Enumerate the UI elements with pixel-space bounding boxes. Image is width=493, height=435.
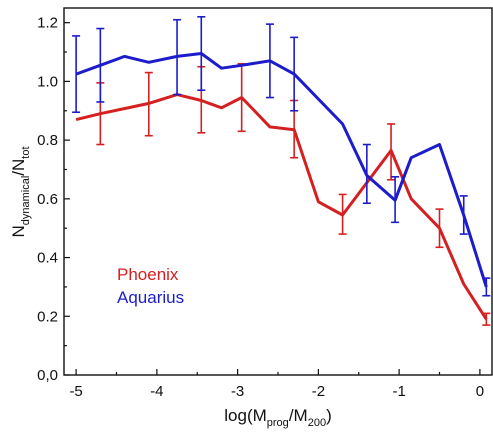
errorbar-aquarius-0 xyxy=(72,35,81,114)
plot-frame xyxy=(63,7,493,376)
x-axis-title-sub2: 200 xyxy=(308,417,326,429)
errorbar-aquarius-4 xyxy=(173,18,182,96)
y-tick-label-3: 0.6 xyxy=(37,191,58,208)
x-tick-label-4: -1 xyxy=(392,383,405,400)
x-axis-title-prefix: log(M xyxy=(224,406,267,425)
legend: Phoenix Aquarius xyxy=(117,265,184,307)
y-axis-title-mid: /N xyxy=(9,159,28,176)
errorbar-phoenix-10 xyxy=(338,193,347,235)
y-axis-title-prefix: N xyxy=(9,225,28,237)
x-axis-title: log(Mprog/M200) xyxy=(224,406,331,429)
y-tick-label-6: 1.2 xyxy=(37,15,58,32)
x-axis-title-sub1: prog xyxy=(267,417,289,429)
y-tick-label-4: 0.8 xyxy=(37,132,58,149)
series-line-phoenix xyxy=(75,93,488,321)
errorbar-aquarius-15 xyxy=(459,195,468,235)
x-tick-label-0: -5 xyxy=(69,383,82,400)
errorbar-aquarius-16 xyxy=(482,277,491,297)
y-axis-title: Ndynamical/Ntot xyxy=(9,146,32,237)
y-tick-label-1: 0.2 xyxy=(37,308,58,325)
errorbar-aquarius-5 xyxy=(197,16,206,92)
y-tick-label-0: 0,0 xyxy=(37,367,58,384)
y-tick-label-5: 1.0 xyxy=(37,73,58,90)
legend-label-phoenix: Phoenix xyxy=(117,265,179,284)
y-axis-title-sub1: dynamical xyxy=(20,176,32,226)
errorbar-aquarius-8 xyxy=(265,23,274,99)
errorbar-aquarius-1 xyxy=(96,27,105,103)
y-tick-label-2: 0.4 xyxy=(37,250,58,267)
x-axis-title-suffix: ) xyxy=(326,406,332,425)
x-tick-label-5: 0 xyxy=(476,383,484,400)
series-aquarius xyxy=(72,16,491,297)
legend-label-aquarius: Aquarius xyxy=(117,288,184,307)
x-axis-title-mid: /M xyxy=(289,406,308,425)
errorbar-aquarius-11 xyxy=(362,143,371,205)
x-tick-label-1: -4 xyxy=(150,383,163,400)
series-layer xyxy=(72,16,491,326)
x-tick-label-2: -3 xyxy=(231,383,244,400)
y-axis-title-sub2: tot xyxy=(20,146,32,158)
errorbar-phoenix-15 xyxy=(482,312,491,326)
ticks-layer: -5 -4 -3 -2 -1 0 0,0 0.2 0.4 0.6 0.8 1.0 1.2 xyxy=(37,15,484,400)
errorbar-aquarius-9 xyxy=(290,36,299,112)
errorbar-aquarius-12 xyxy=(391,176,400,224)
series-phoenix xyxy=(75,62,491,326)
errorbar-phoenix-11 xyxy=(387,123,396,181)
errorbar-phoenix-13 xyxy=(435,208,444,249)
x-tick-label-3: -2 xyxy=(312,383,325,400)
errorbar-phoenix-2 xyxy=(144,71,153,137)
series-line-aquarius xyxy=(75,52,488,288)
